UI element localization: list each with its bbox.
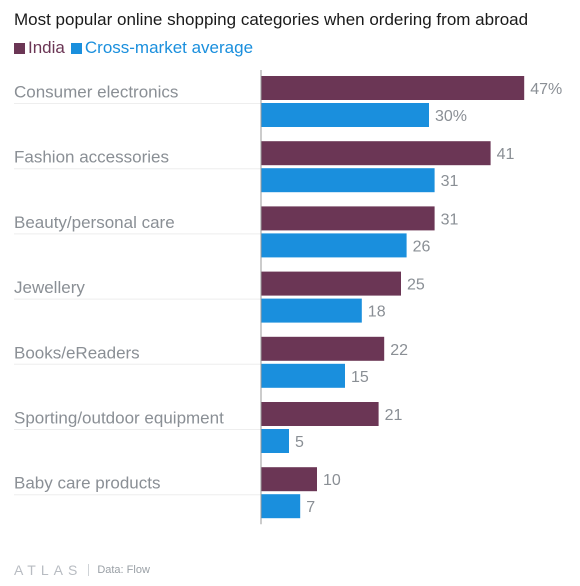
category-label: Fashion accessories: [14, 148, 169, 167]
footer: ATLAS Data: Flow: [14, 562, 150, 578]
footer-divider: [88, 564, 90, 576]
source-note: Data: Flow: [97, 564, 150, 576]
bar-india: [261, 76, 525, 100]
legend-label-cross-market: Cross-market average: [84, 38, 254, 57]
bar-india: [261, 206, 435, 231]
bar-value-label: 25: [407, 277, 425, 294]
legend-item-india: India: [14, 38, 65, 58]
bar-value-label: 31: [441, 173, 459, 190]
bar-value-label: 26: [413, 238, 431, 255]
bar-india: [261, 336, 385, 361]
bar-value-label: 5: [295, 434, 304, 451]
bar-cross-market: [261, 363, 345, 388]
bar-value-label: 18: [368, 304, 386, 321]
bar-cross-market: [261, 298, 362, 323]
bar-cross-market: [261, 494, 301, 519]
category-label: Sporting/outdoor equipment: [14, 409, 224, 428]
legend-label-india: India: [28, 38, 65, 57]
bar-value-label: 47%: [530, 81, 562, 98]
category-label: Books/eReaders: [14, 343, 140, 362]
bar-value-label: 15: [351, 369, 369, 386]
bar-value-label: 7: [306, 499, 315, 516]
bar-value-label: 21: [385, 407, 403, 424]
legend-swatch-india: [14, 42, 25, 54]
bar-value-label: 31: [441, 211, 459, 228]
bar-cross-market: [261, 429, 289, 453]
category-label: Jewellery: [14, 278, 85, 297]
bar-cross-market: [261, 103, 429, 127]
bar-india: [261, 467, 317, 492]
brand-logo: ATLAS: [14, 562, 83, 578]
bar-value-label: 22: [390, 342, 408, 359]
bar-value-label: 10: [323, 472, 341, 489]
bar-cross-market: [261, 233, 407, 258]
legend-item-cross-market: Cross-market average: [70, 38, 254, 58]
category-label: Consumer electronics: [14, 83, 178, 102]
bar-cross-market: [261, 168, 435, 193]
bar-india: [261, 402, 379, 426]
category-label: Beauty/personal care: [14, 213, 175, 232]
legend: India Cross-market average: [14, 38, 259, 58]
bar-value-label: 30%: [435, 108, 467, 125]
category-label: Baby care products: [14, 474, 160, 493]
chart-title: Most popular online shopping categories …: [14, 10, 529, 29]
legend-swatch-cross-market: [70, 42, 82, 54]
bar-value-label: 41: [497, 146, 515, 163]
bar-india: [261, 271, 401, 296]
bar-india: [261, 141, 491, 166]
